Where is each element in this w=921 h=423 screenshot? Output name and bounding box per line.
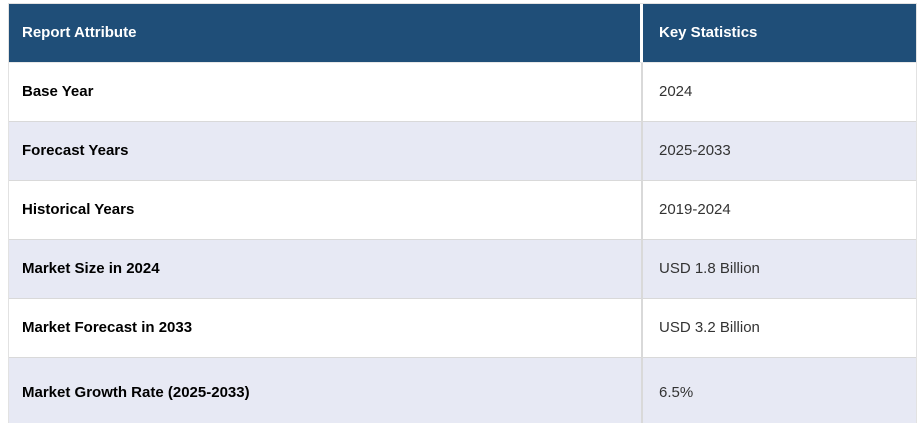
table-header-row: Report Attribute Key Statistics xyxy=(9,4,916,63)
table-row: Historical Years 2019-2024 xyxy=(9,181,916,240)
value-cell: 2024 xyxy=(659,83,693,100)
value-cell: 6.5% xyxy=(659,383,694,401)
key-statistics-table: Report Attribute Key Statistics Base Yea… xyxy=(8,3,917,423)
value-cell: 2019-2024 xyxy=(659,201,731,218)
attribute-cell: Forecast Years xyxy=(9,122,643,180)
attribute-cell: Base Year xyxy=(9,63,643,121)
column-header-report-attribute: Report Attribute xyxy=(9,4,643,62)
attribute-cell: Market Forecast in 2033 xyxy=(9,299,643,357)
table-row: Market Forecast in 2033 USD 3.2 Billion xyxy=(9,299,916,358)
attribute-cell: Historical Years xyxy=(9,181,643,239)
column-header-key-statistics: Key Statistics xyxy=(659,24,758,41)
table-row: Forecast Years 2025-2033 xyxy=(9,122,916,181)
attribute-cell: Market Growth Rate (2025-2033) xyxy=(9,358,643,423)
value-cell: USD 3.2 Billion xyxy=(659,319,760,336)
value-cell: USD 1.8 Billion xyxy=(659,260,760,277)
attribute-cell: Market Size in 2024 xyxy=(9,240,643,298)
table-row: Market Growth Rate (2025-2033) 6.5% xyxy=(9,358,916,423)
table-row: Base Year 2024 xyxy=(9,63,916,122)
value-cell: 2025-2033 xyxy=(659,142,731,159)
table-row: Market Size in 2024 USD 1.8 Billion xyxy=(9,240,916,299)
